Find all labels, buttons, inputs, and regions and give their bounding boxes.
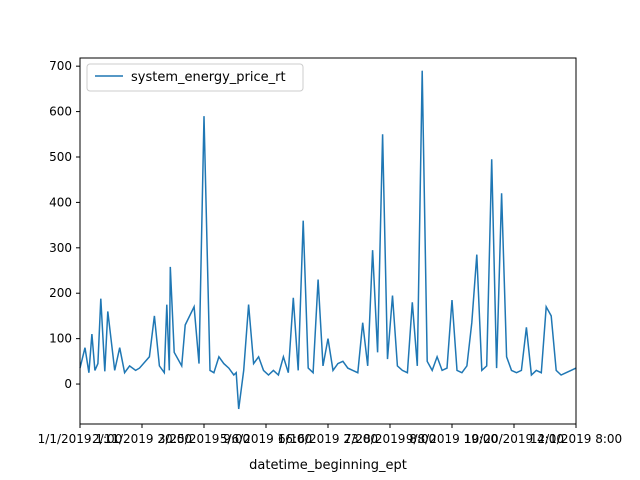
y-tick-label: 300: [49, 241, 72, 255]
y-tick-label: 0: [64, 377, 72, 391]
legend: system_energy_price_rt: [86, 63, 304, 92]
y-axis: 0 100 200 300 400 500 600 700: [49, 59, 80, 391]
x-tick-label: 2/11/2019 20:00: [92, 432, 192, 446]
y-tick-label: 500: [49, 150, 72, 164]
x-axis: 1/1/2019 1:002/11/2019 20:003/25/2019 9:…: [38, 424, 622, 446]
y-tick-label: 200: [49, 286, 72, 300]
x-tick-label: 5/6/2019 16:00: [220, 432, 312, 446]
y-tick-label: 100: [49, 332, 72, 346]
legend-label-system-energy-price-rt: system_energy_price_rt: [131, 70, 286, 85]
y-tick-label: 400: [49, 195, 72, 209]
x-tick-label: 9/8/2019 19:00: [406, 432, 498, 446]
x-tick-label: 1/1/2019 1:00: [38, 432, 123, 446]
x-tick-label: 7/28/2019 8:00: [344, 432, 436, 446]
legend-frame: [86, 63, 304, 92]
x-tick-label: 10/20/2019 4:00: [464, 432, 564, 446]
x-tick-label: 6/16/2019 23:00: [278, 432, 378, 446]
series-line-system-energy-price-rt: [79, 70, 577, 410]
x-tick-label: 12/1/2019 8:00: [530, 432, 622, 446]
y-tick-label: 600: [49, 105, 72, 119]
x-tick-label: 3/25/2019 9:00: [158, 432, 250, 446]
x-axis-label: datetime_beginning_ept: [249, 458, 407, 473]
y-tick-label: 700: [49, 59, 72, 73]
